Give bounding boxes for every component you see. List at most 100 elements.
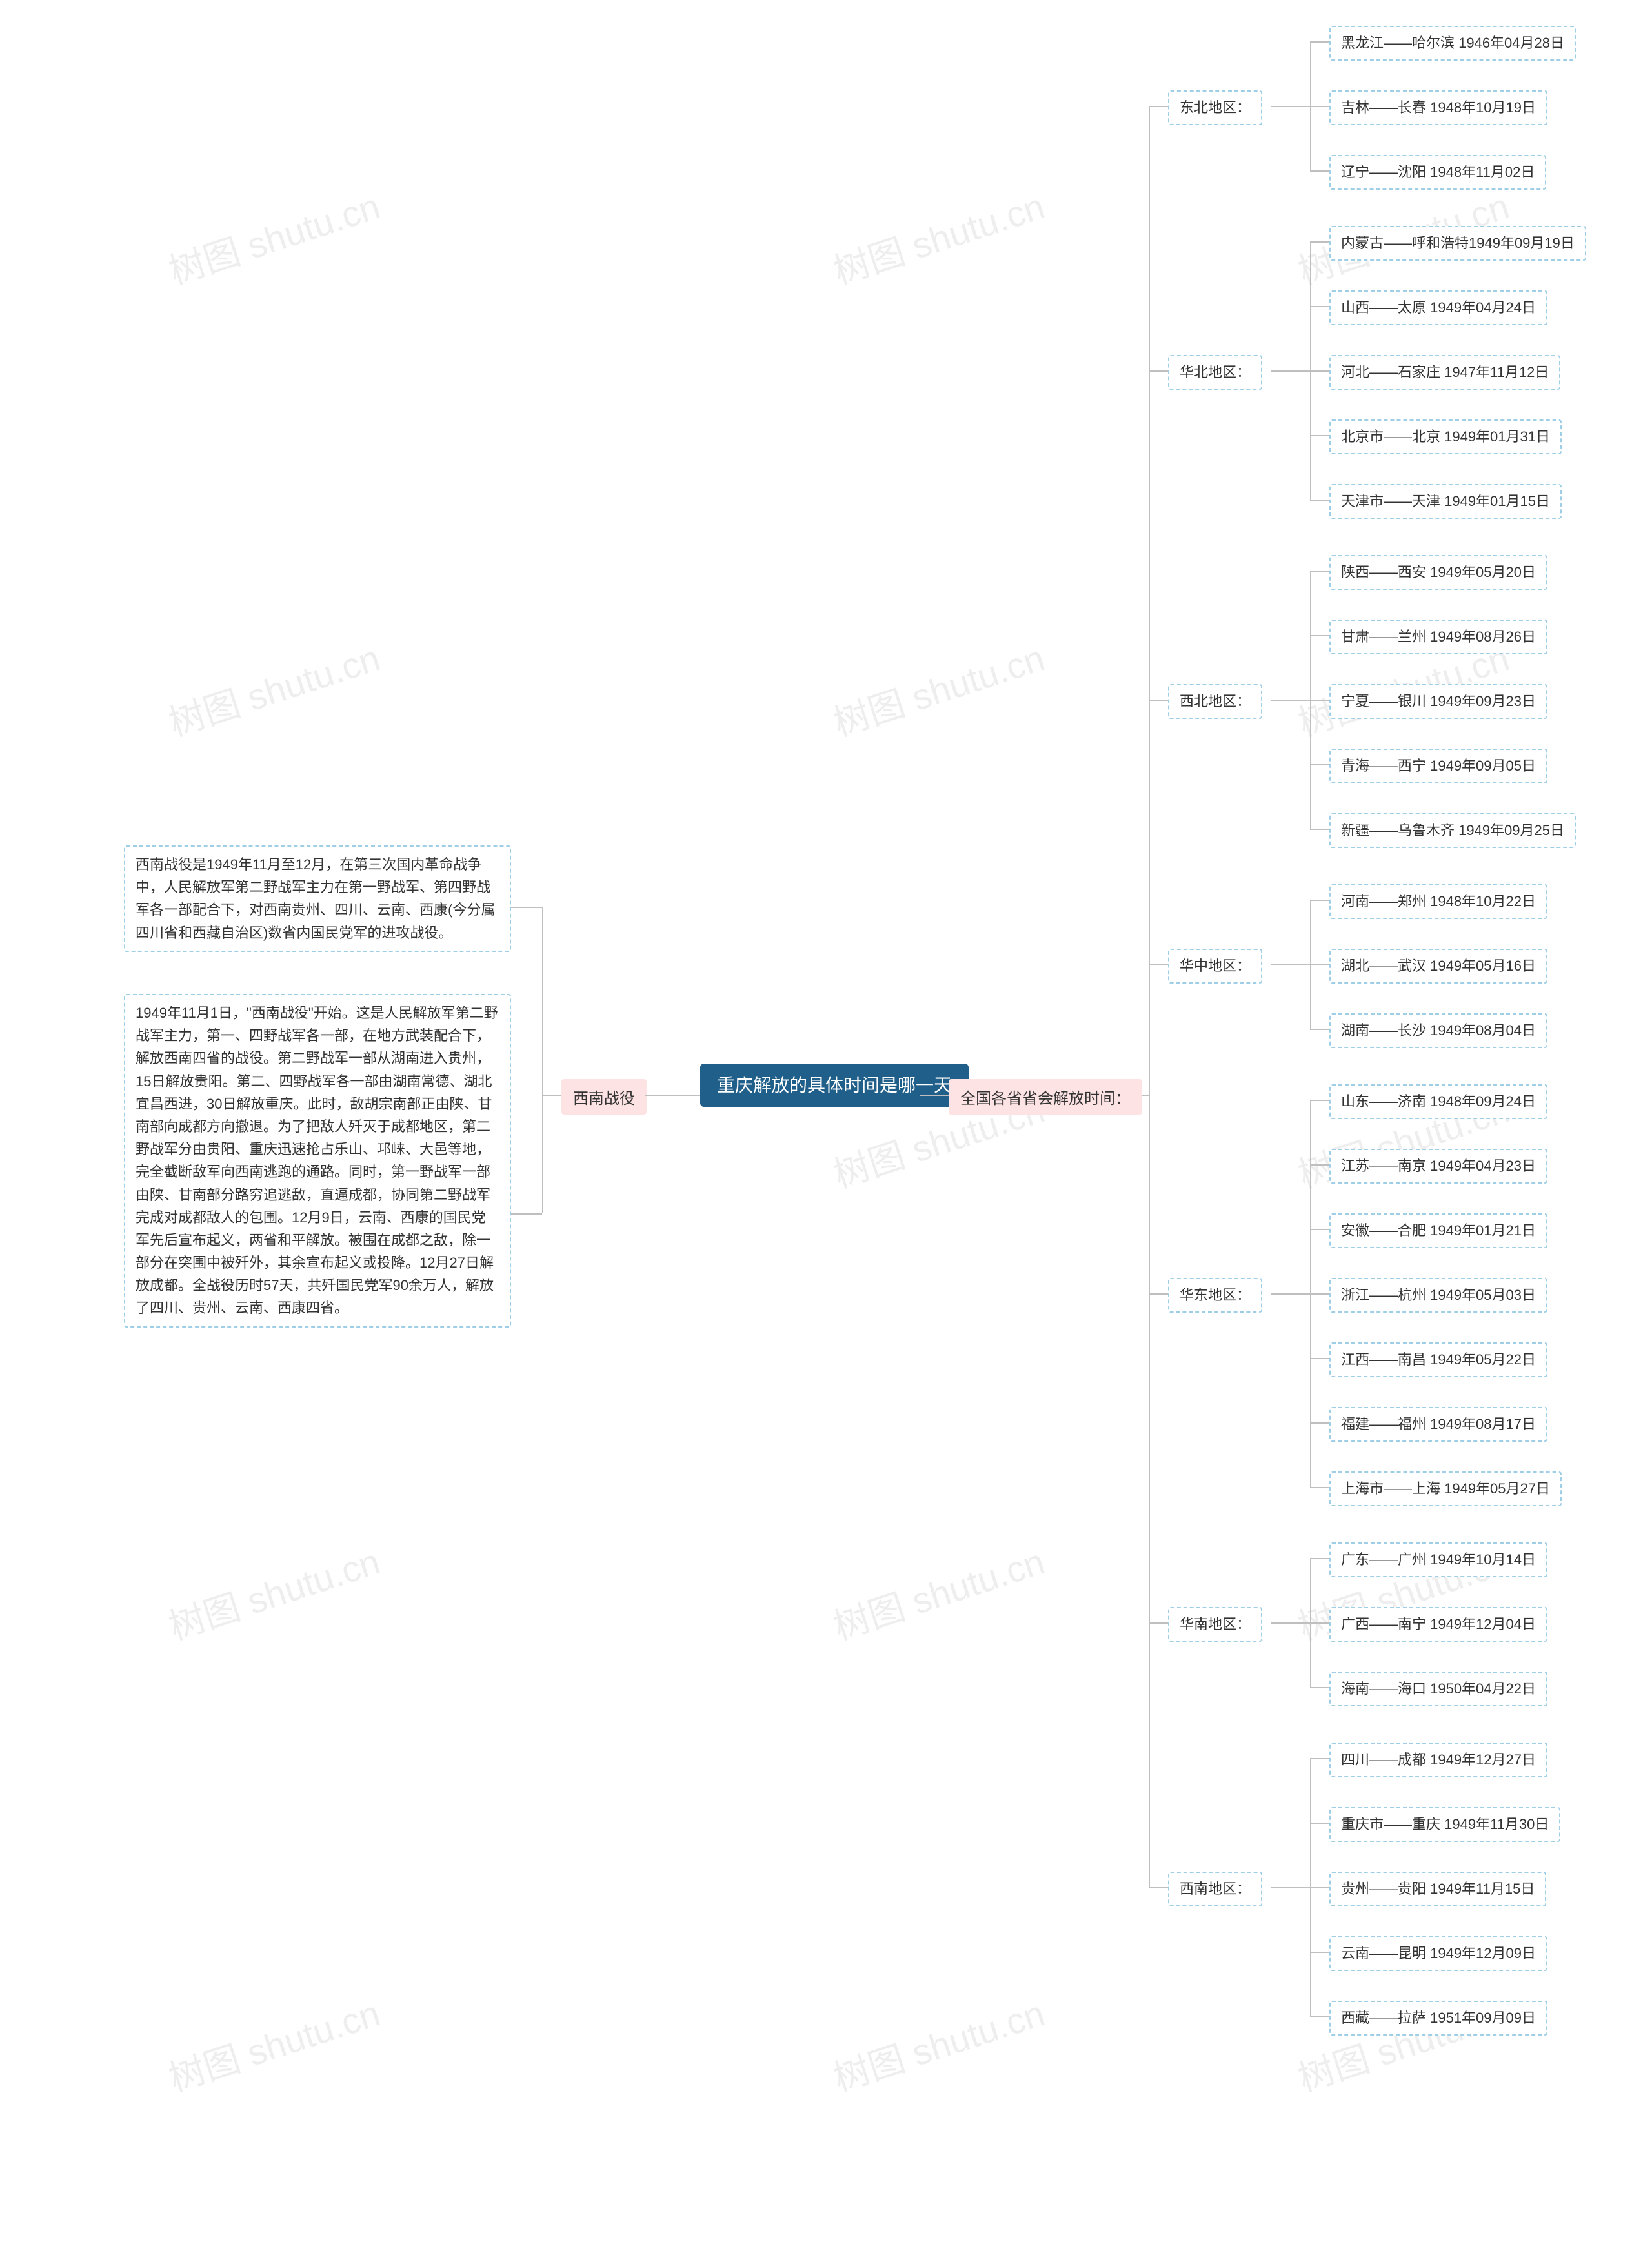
edge (1310, 1164, 1329, 1166)
detail-node: 1949年11月1日，"西南战役"开始。这是人民解放军第二野战军主力，第一、四野… (124, 994, 511, 1328)
edge (920, 1095, 949, 1096)
leaf-node: 宁夏——银川 1949年09月23日 (1329, 684, 1547, 719)
edge (1149, 1293, 1168, 1295)
leaf-node: 吉林——长春 1948年10月19日 (1329, 90, 1547, 125)
leaf-node: 陕西——西安 1949年05月20日 (1329, 555, 1547, 590)
watermark: 树图 shutu.cn (826, 1533, 1051, 1650)
leaf-node: 上海市——上海 1949年05月27日 (1329, 1471, 1562, 1506)
leaf-node: 福建——福州 1949年08月17日 (1329, 1407, 1547, 1442)
region-node: 华北地区： (1168, 355, 1262, 390)
leaf-node: 广西——南宁 1949年12月04日 (1329, 1607, 1547, 1642)
edge (1310, 170, 1329, 172)
edge (542, 907, 543, 1213)
edge (1149, 106, 1150, 1887)
leaf-node: 黑龙江——哈尔滨 1946年04月28日 (1329, 26, 1576, 61)
edge (1310, 106, 1329, 107)
edge (1310, 241, 1329, 243)
edge (1271, 964, 1310, 965)
edge (1310, 306, 1329, 307)
edge (1149, 370, 1168, 372)
leaf-node: 广东——广州 1949年10月14日 (1329, 1542, 1547, 1577)
edge (1310, 900, 1311, 1029)
leaf-node: 云南——昆明 1949年12月09日 (1329, 1936, 1547, 1971)
leaf-node: 河北——石家庄 1947年11月12日 (1329, 355, 1560, 390)
leaf-node: 浙江——杭州 1949年05月03日 (1329, 1278, 1547, 1313)
edge (1149, 964, 1168, 965)
edge (1271, 700, 1310, 701)
leaf-node: 河南——郑州 1948年10月22日 (1329, 884, 1547, 919)
edge (1271, 1622, 1310, 1624)
leaf-node: 新疆——乌鲁木齐 1949年09月25日 (1329, 813, 1576, 848)
edge (1310, 1358, 1329, 1359)
edge (1310, 1823, 1329, 1824)
edge (542, 1095, 561, 1096)
leaf-node: 青海——西宁 1949年09月05日 (1329, 749, 1547, 783)
leaf-node: 天津市——天津 1949年01月15日 (1329, 484, 1562, 519)
branch-right: 全国各省省会解放时间： (949, 1079, 1142, 1115)
edge (1310, 1229, 1329, 1230)
edge (1149, 700, 1168, 701)
watermark: 树图 shutu.cn (161, 177, 386, 295)
edge (1310, 1487, 1329, 1488)
edge (511, 1213, 542, 1215)
leaf-node: 甘肃——兰州 1949年08月26日 (1329, 620, 1547, 654)
edge (511, 907, 542, 908)
edge (1310, 1758, 1329, 1759)
leaf-node: 海南——海口 1950年04月22日 (1329, 1672, 1547, 1706)
edge (1310, 1687, 1329, 1688)
region-node: 华南地区： (1168, 1607, 1262, 1642)
root-node: 重庆解放的具体时间是哪一天 (700, 1064, 969, 1107)
detail-node: 西南战役是1949年11月至12月，在第三次国内革命战争中，人民解放军第二野战军… (124, 845, 511, 952)
edge (1310, 571, 1329, 572)
edge (1310, 700, 1329, 701)
edge (1149, 106, 1168, 107)
leaf-node: 北京市——北京 1949年01月31日 (1329, 419, 1562, 454)
leaf-node: 山西——太原 1949年04月24日 (1329, 290, 1547, 325)
edge (1310, 1293, 1329, 1295)
edge (1310, 900, 1329, 901)
edge (1310, 964, 1329, 965)
watermark: 树图 shutu.cn (826, 629, 1051, 747)
region-node: 华中地区： (1168, 949, 1262, 984)
edge (1271, 106, 1310, 107)
leaf-node: 辽宁——沈阳 1948年11月02日 (1329, 155, 1546, 190)
edge (1310, 241, 1311, 500)
edge (1310, 1952, 1329, 1953)
edge (1149, 1622, 1168, 1624)
edge (1310, 829, 1329, 830)
edge (1271, 370, 1310, 372)
leaf-node: 湖南——长沙 1949年08月04日 (1329, 1013, 1547, 1048)
region-node: 东北地区： (1168, 90, 1262, 125)
edge (1310, 500, 1329, 501)
edge (1149, 1887, 1168, 1888)
leaf-node: 湖北——武汉 1949年05月16日 (1329, 949, 1547, 984)
watermark: 树图 shutu.cn (161, 1985, 386, 2102)
edge (1310, 370, 1329, 372)
watermark: 树图 shutu.cn (826, 177, 1051, 295)
region-node: 西南地区： (1168, 1872, 1262, 1906)
leaf-node: 西藏——拉萨 1951年09月09日 (1329, 2001, 1547, 2036)
leaf-node: 贵州——贵阳 1949年11月15日 (1329, 1872, 1546, 1906)
edge (1310, 1622, 1329, 1624)
leaf-node: 江苏——南京 1949年04月23日 (1329, 1149, 1547, 1184)
edge (1271, 1887, 1310, 1888)
watermark: 树图 shutu.cn (161, 1533, 386, 1650)
leaf-node: 四川——成都 1949年12月27日 (1329, 1743, 1547, 1777)
edge (1142, 1095, 1149, 1096)
leaf-node: 江西——南昌 1949年05月22日 (1329, 1342, 1547, 1377)
branch-left: 西南战役 (561, 1079, 647, 1115)
edge (1310, 2016, 1329, 2017)
region-node: 西北地区： (1168, 684, 1262, 719)
watermark: 树图 shutu.cn (161, 629, 386, 747)
edge (645, 1095, 700, 1096)
edge (1310, 1100, 1329, 1101)
edge (1310, 1887, 1329, 1888)
edge (1310, 1758, 1311, 2016)
region-node: 华东地区： (1168, 1278, 1262, 1313)
edge (1310, 41, 1329, 43)
leaf-node: 重庆市——重庆 1949年11月30日 (1329, 1807, 1560, 1842)
edge (1310, 435, 1329, 436)
leaf-node: 安徽——合肥 1949年01月21日 (1329, 1213, 1547, 1248)
edge (1310, 1029, 1329, 1030)
edge (1310, 1558, 1311, 1687)
